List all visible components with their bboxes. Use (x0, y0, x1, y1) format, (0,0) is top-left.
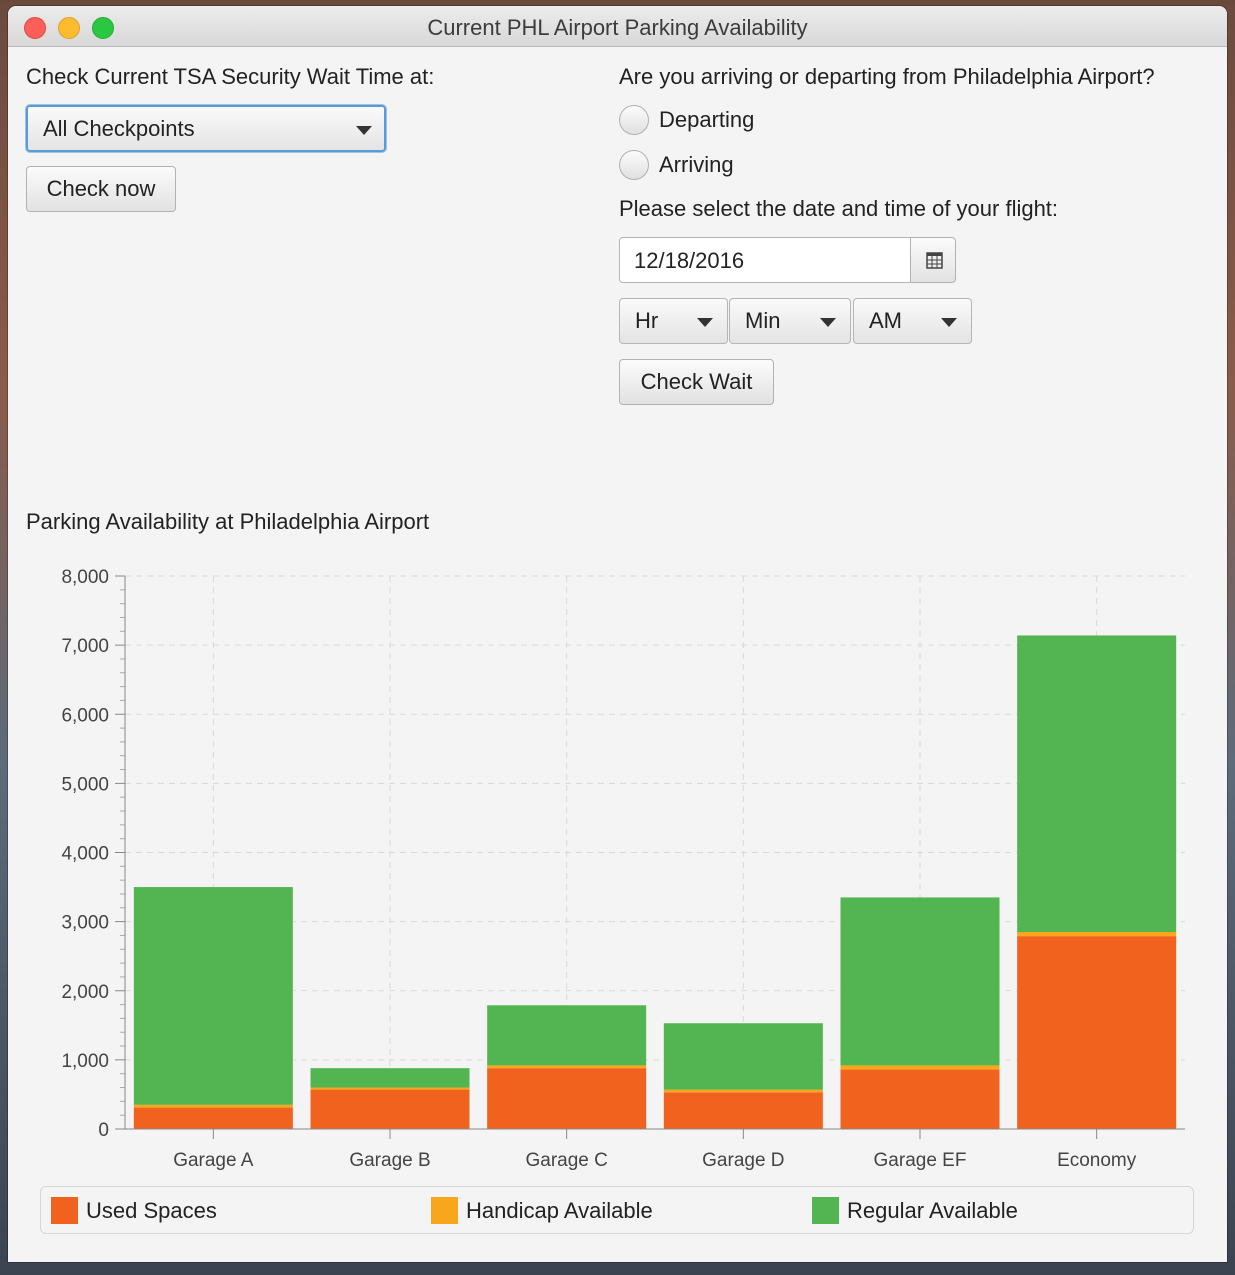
y-tick-label: 8,000 (61, 567, 109, 588)
chevron-down-icon (941, 318, 957, 327)
minute-select-value: Min (745, 308, 781, 333)
bar-handicap-available (133, 1104, 293, 1108)
legend-label-used-spaces: Used Spaces (86, 1198, 217, 1223)
bar-regular-available (133, 887, 293, 1105)
bar-used-spaces (1017, 936, 1177, 1129)
tsa-label: Check Current TSA Security Wait Time at: (26, 64, 435, 89)
app-window: Current PHL Airport Parking Availability… (8, 6, 1227, 1262)
checkpoint-select[interactable]: All Checkpoints (26, 105, 386, 152)
ampm-select[interactable]: AM (853, 298, 972, 344)
checkpoint-select-value: All Checkpoints (43, 116, 195, 141)
x-tick-label: Garage A (173, 1150, 254, 1171)
chevron-down-icon (820, 318, 836, 327)
bar-handicap-available (840, 1065, 1000, 1070)
y-tick-label: 3,000 (61, 913, 109, 934)
radio-departing-label: Departing (659, 107, 755, 132)
radio-arriving[interactable] (619, 150, 649, 180)
bar-used-spaces (310, 1089, 470, 1129)
parking-chart: 0 1,000 2,000 3,000 4,000 5,000 6,000 7,000 8,00… (61, 567, 1185, 1171)
chevron-down-icon (356, 126, 372, 135)
bar-regular-available (487, 1005, 647, 1066)
chart-legend: Used Spaces Handicap Available Regular A… (40, 1186, 1194, 1234)
bar-used-spaces (487, 1068, 647, 1129)
bar-handicap-available (310, 1087, 470, 1090)
bar-handicap-available (1017, 931, 1177, 937)
title-bar: Current PHL Airport Parking Availability (8, 6, 1227, 47)
date-prompt: Please select the date and time of your … (619, 196, 1059, 221)
ampm-select-value: AM (869, 308, 902, 333)
bar-regular-available (663, 1023, 823, 1090)
legend-label-handicap-available: Handicap Available (466, 1198, 653, 1223)
calendar-button[interactable] (910, 237, 956, 283)
y-tick-label: 4,000 (61, 844, 109, 865)
flight-date-value: 12/18/2016 (634, 248, 745, 273)
bar-regular-available (310, 1068, 470, 1088)
x-tick-label: Garage C (525, 1150, 607, 1171)
bar-handicap-available (487, 1065, 647, 1069)
hour-select-value: Hr (635, 308, 659, 333)
window-title: Current PHL Airport Parking Availability (427, 15, 808, 40)
y-tick-label: 0 (98, 1120, 109, 1141)
bar-regular-available (1017, 635, 1177, 932)
x-tick-label: Garage B (349, 1150, 430, 1171)
x-tick-label: Garage D (702, 1150, 784, 1171)
x-tick-label: Garage EF (874, 1150, 967, 1171)
radio-departing[interactable] (619, 105, 649, 135)
y-tick-label: 2,000 (61, 982, 109, 1003)
bar-used-spaces (133, 1107, 293, 1129)
y-tick-label: 5,000 (61, 774, 109, 795)
check-now-button[interactable]: Check now (26, 166, 176, 212)
legend-swatch-handicap-available (431, 1197, 458, 1224)
minimize-window-button[interactable] (58, 17, 80, 39)
legend-swatch-used-spaces (51, 1197, 78, 1224)
legend-swatch-regular-available (812, 1197, 839, 1224)
flight-question: Are you arriving or departing from Phila… (619, 64, 1155, 89)
hour-select[interactable]: Hr (619, 298, 728, 344)
minute-select[interactable]: Min (729, 298, 851, 344)
bar-used-spaces (663, 1092, 823, 1129)
radio-arriving-label: Arriving (659, 152, 734, 177)
bar-regular-available (840, 897, 1000, 1066)
maximize-window-button[interactable] (92, 17, 114, 39)
close-window-button[interactable] (24, 17, 46, 39)
chevron-down-icon (697, 318, 713, 327)
legend-label-regular-available: Regular Available (847, 1198, 1018, 1223)
y-tick-label: 7,000 (61, 636, 109, 657)
y-tick-label: 6,000 (61, 705, 109, 726)
bar-used-spaces (840, 1069, 1000, 1129)
check-wait-button[interactable]: Check Wait (619, 359, 774, 405)
bar-handicap-available (663, 1089, 823, 1093)
chart-title: Parking Availability at Philadelphia Air… (26, 509, 430, 534)
flight-date-field[interactable]: 12/18/2016 (619, 237, 911, 283)
y-tick-label: 1,000 (61, 1051, 109, 1072)
x-tick-label: Economy (1057, 1150, 1137, 1171)
calendar-icon (926, 252, 943, 269)
